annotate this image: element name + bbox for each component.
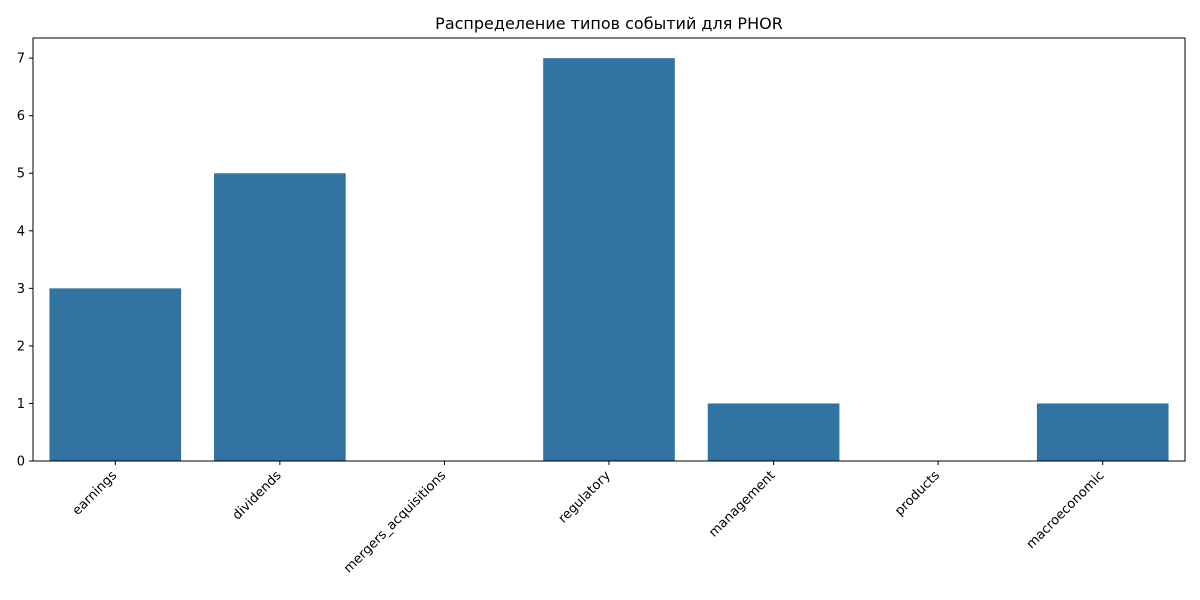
x-tick-label-dividends: dividends	[230, 468, 285, 523]
bar-regulatory	[543, 58, 675, 462]
x-tick-label-management: management	[706, 468, 778, 540]
x-axis: earnings dividends mergers_acquisitions reg…	[70, 461, 1108, 576]
x-tick-label-regulatory: regulatory	[556, 468, 614, 526]
bar-dividends	[214, 173, 346, 461]
y-tick-label: 2	[17, 339, 25, 354]
x-tick-label-mergers_acquisitions: mergers_acquisitions	[341, 468, 449, 576]
x-tick-label-products: products	[892, 468, 943, 519]
x-tick-label-earnings: earnings	[70, 468, 121, 519]
y-tick-label: 0	[17, 455, 25, 470]
bar-earnings	[49, 288, 182, 461]
plot-frame	[32, 37, 1186, 462]
y-tick-label: 4	[17, 224, 25, 239]
y-tick-label: 6	[17, 109, 25, 124]
chart-title: Распределение типов событий для PHOR	[435, 14, 783, 33]
bar-macroeconomic	[1036, 403, 1169, 461]
y-tick-label: 5	[17, 167, 25, 182]
bar-management	[707, 403, 840, 461]
bars-group	[49, 58, 1169, 462]
y-tick-label: 1	[17, 397, 25, 412]
y-tick-label: 7	[17, 52, 25, 67]
y-tick-label: 3	[17, 282, 25, 297]
y-axis: 0 1 2 3 4 5 6 7	[17, 52, 33, 470]
x-tick-label-macroeconomic: macroeconomic	[1024, 468, 1108, 552]
